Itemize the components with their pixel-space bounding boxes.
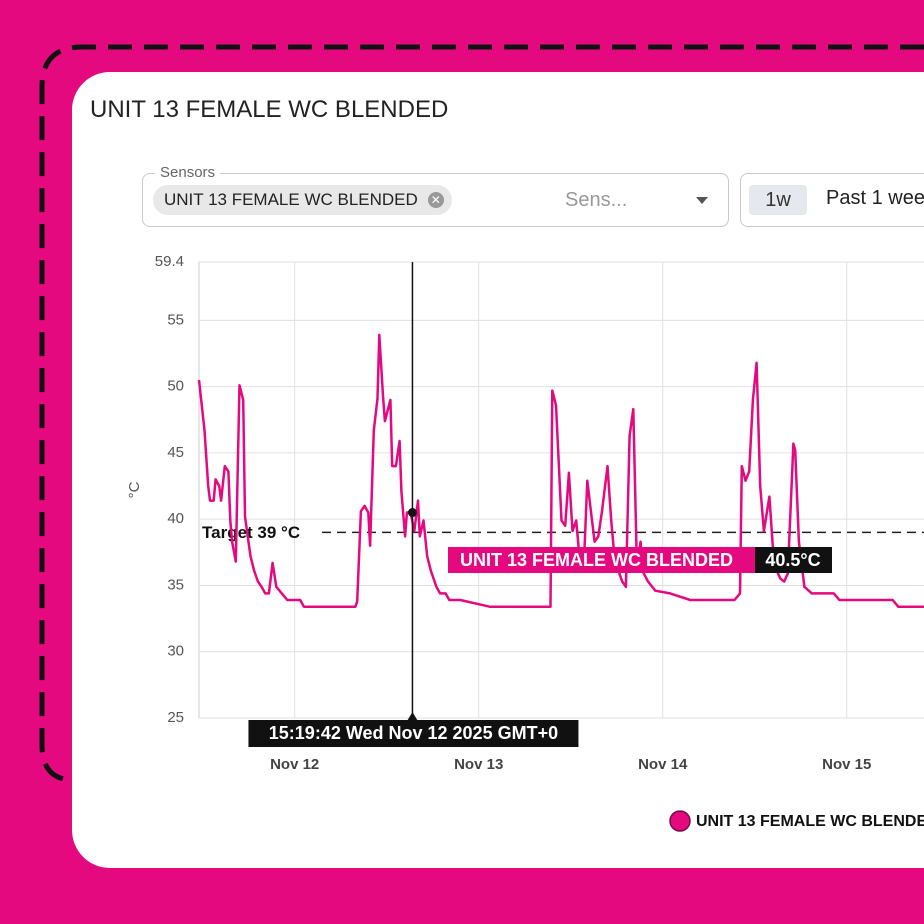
legend-swatch (669, 810, 691, 832)
y-tick-label: 40 (167, 510, 184, 527)
target-label: Target 39 °C (202, 523, 300, 542)
y-tick-label: 30 (167, 643, 184, 660)
time-label-bg (248, 720, 579, 747)
x-tick-label: Nov 12 (270, 756, 319, 773)
sensor-chip[interactable]: UNIT 13 FEMALE WC BLENDED ✕ (153, 185, 452, 215)
y-tick-label: 35 (167, 576, 184, 593)
y-tick-label: 25 (167, 709, 184, 726)
crosshair-pointer (406, 712, 419, 722)
field-label: Sensors (155, 164, 221, 181)
chip-text: UNIT 13 FEMALE WC BLENDED (164, 190, 418, 209)
placeholder: Sens... (565, 189, 628, 211)
dropdown-arrow[interactable] (696, 197, 708, 204)
y-axis-label: °C (126, 481, 143, 498)
tooltip-value-bg (755, 547, 832, 573)
y-tick-label: 55 (167, 311, 184, 328)
chip-remove[interactable]: ✕ (427, 192, 444, 208)
dashed-border (39, 44, 924, 783)
y-tick-label: 50 (167, 378, 184, 395)
x-tick-label: Nov 14 (638, 756, 688, 773)
y-tick-label: 45 (167, 444, 184, 461)
hover-point (407, 508, 417, 518)
page-title: UNIT 13 FEMALE WC BLENDED (90, 96, 449, 123)
x-tick-label: Nov 15 (822, 756, 871, 773)
tooltip-name: UNIT 13 FEMALE WC BLENDED (460, 550, 733, 570)
sensor-select[interactable]: Sensors UNIT 13 FEMALE WC BLENDED ✕ Sens.… (142, 164, 729, 227)
tooltip-name-bg (448, 547, 755, 573)
tooltip-value: 40.5°C (765, 550, 820, 570)
range-select[interactable]: 1w Past 1 week (740, 173, 924, 227)
range-label: Past 1 week (826, 187, 924, 209)
range-short: 1w (749, 185, 807, 215)
x-tick-label: Nov 13 (454, 756, 503, 773)
time-label: 15:19:42 Wed Nov 12 2025 GMT+0 (269, 723, 558, 743)
data-line (197, 333, 924, 608)
y-tick-label: 59.4 (155, 253, 184, 270)
legend-label[interactable]: UNIT 13 FEMALE WC BLENDED (696, 813, 924, 830)
